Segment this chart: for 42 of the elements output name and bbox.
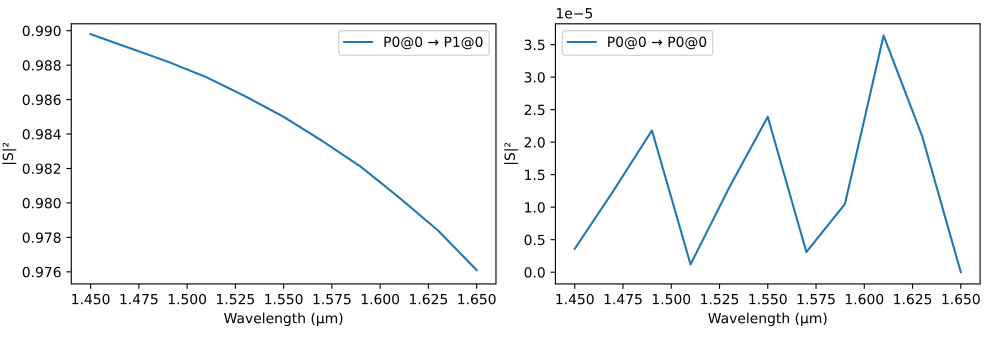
x-tick-label: 1.650	[458, 294, 496, 304]
y-tick-label: 2.5	[524, 104, 544, 116]
x-tick-label: 1.525	[701, 294, 738, 304]
x-tick-label: 1.475	[120, 294, 158, 304]
x-tick-label: 1.550	[265, 294, 303, 304]
y-tick-label: 0.988	[22, 60, 61, 71]
y-tick-label: 0.990	[22, 26, 61, 36]
y-tick-label: 0.986	[22, 94, 61, 106]
y-tick-label: 0.984	[22, 129, 61, 140]
x-tick-label: 1.450	[72, 294, 110, 304]
text: 1e−5	[556, 8, 592, 19]
y-tick-label: 0.978	[22, 232, 61, 243]
y-axis-title: |S|²	[504, 142, 518, 164]
y-tick-label: 3.0	[524, 72, 545, 83]
x-tick-label: 1.500	[652, 294, 690, 304]
y-tick-label: 0.976	[22, 266, 61, 278]
y-tick-label: 3.5	[524, 40, 544, 50]
x-tick-label: 1.475	[604, 294, 642, 304]
x-axis-title: Wavelength (μm)	[224, 312, 342, 326]
y-axis-title: |S|²	[2, 142, 16, 164]
x-tick-label: 1.550	[749, 294, 787, 304]
legend-label: P0@0 → P0@0	[608, 36, 706, 50]
x-axis-title: Wavelength (μm)	[708, 312, 827, 326]
x-tick-label: 1.600	[362, 294, 400, 304]
y-tick-label: 1.0	[525, 202, 545, 213]
y-tick-label: 0.0	[524, 267, 545, 278]
y-tick-label: 0.982	[22, 163, 60, 174]
x-tick-label: 1.575	[314, 294, 351, 304]
x-tick-label: 1.625	[894, 294, 932, 304]
y-tick-label: 2.0	[524, 137, 545, 148]
x-tick-label: 1.450	[556, 294, 594, 304]
x-tick-label: 1.500	[168, 294, 206, 304]
x-tick-label: 1.575	[798, 294, 835, 304]
y-tick-label: 0.980	[22, 198, 61, 208]
x-tick-label: 1.625	[410, 294, 448, 304]
x-tick-label: 1.525	[217, 294, 254, 304]
y-tick-label: 0.5	[524, 234, 544, 246]
x-tick-label: 1.650	[942, 294, 980, 304]
line-series	[574, 34, 962, 274]
x-tick-label: 1.600	[846, 294, 884, 304]
legend-label: P0@0 → P1@0	[384, 36, 483, 50]
y-tick-label: 1.5	[525, 170, 544, 180]
